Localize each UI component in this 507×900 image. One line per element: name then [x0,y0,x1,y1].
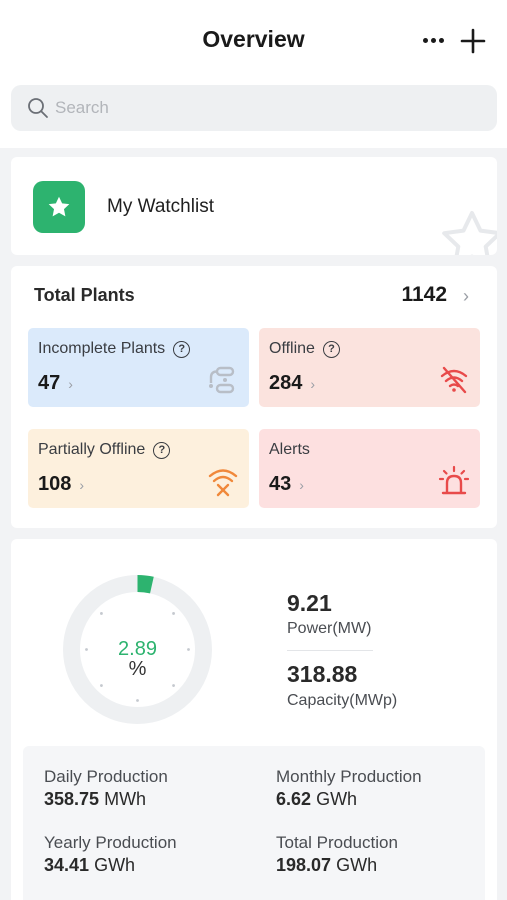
production-grid: Daily Production 358.75 MWh Monthly Prod… [23,746,485,900]
daily-production-label: Daily Production [44,767,168,786]
total-production-value: 198.07 GWh [276,855,378,875]
search-placeholder: Search [55,98,109,117]
watchlist-icon-box [33,181,85,233]
total-plants-count[interactable]: 1142 [401,283,447,306]
percent-unit: % [128,658,147,680]
incomplete-plant-icon [209,366,235,394]
more-dot-icon [422,37,428,43]
help-icon[interactable]: ? [173,340,191,358]
ring-ticks [85,612,190,702]
help-icon[interactable]: ? [322,340,340,358]
power-label: Power(MW) [287,620,372,637]
ring-progress-arc [137,575,154,594]
divider [287,650,373,651]
chevron-right-icon: › [310,376,316,392]
alerts-value: 43 [269,473,292,495]
total-plants-card: Total Plants 1142 › Incomplete Plants ? … [11,266,497,528]
incomplete-plants-label: Incomplete Plants [38,340,166,357]
production-summary-card: 2.89 % 9.21 Power(MW) 318.88 Capacity(MW… [11,539,497,900]
performance-ring [63,575,212,724]
help-icon[interactable]: ? [153,441,171,459]
more-options-button[interactable] [418,28,448,52]
total-plants-title: Total Plants [34,285,135,305]
wifi-off-icon [440,366,468,394]
ring-tick-dot [172,684,175,687]
chevron-right-icon: › [68,376,73,392]
more-dot-icon [430,37,436,43]
capacity-value: 318.88 [287,661,358,687]
offline-tile[interactable]: Offline ? 284 › [259,328,480,407]
incomplete-plants-tile[interactable]: Incomplete Plants ? 47 › [28,328,249,407]
ring-tick-dot [187,648,190,651]
alarm-light-icon [438,465,470,495]
watchlist-card[interactable]: My Watchlist [11,157,497,255]
more-dot-icon [438,37,444,43]
incomplete-plants-value: 47 [38,372,61,394]
alerts-label: Alerts [269,441,310,458]
offline-label: Offline [269,340,315,357]
partially-offline-tile[interactable]: Partially Offline ? 108 › [28,429,249,508]
yearly-production-label: Yearly Production [44,833,177,852]
percent-value: 2.89 [118,638,157,660]
watchlist-label: My Watchlist [107,196,214,217]
yearly-production-value: 34.41 GWh [44,855,136,875]
page-title: Overview [202,26,305,52]
search-input[interactable]: Search [11,85,497,131]
ring-tick-dot [85,648,88,651]
daily-production-value: 358.75 MWh [44,789,147,809]
chevron-right-icon: › [79,477,85,493]
monthly-production-value: 6.62 GWh [276,789,358,809]
top-bar: Overview Search [0,0,507,148]
total-production-label: Total Production [276,833,398,852]
star-outline-icon [442,211,497,255]
wifi-partial-icon [208,469,238,497]
add-icon[interactable] [458,26,488,56]
partially-offline-label: Partially Offline [38,441,146,458]
power-value: 9.21 [287,590,332,616]
alerts-tile[interactable]: Alerts 43 › [259,429,480,508]
ring-tick-dot [100,684,103,687]
partially-offline-value: 108 [38,473,72,495]
star-icon [48,196,70,217]
monthly-production-label: Monthly Production [276,767,422,786]
ring-tick-dot [172,612,175,615]
chevron-right-icon: › [299,477,304,493]
ring-tick-dot [100,612,103,615]
offline-value: 284 [269,372,303,394]
chevron-right-icon[interactable]: › [463,286,469,306]
search-icon [28,98,48,118]
ring-tick-dot [136,699,139,702]
capacity-label: Capacity(MWp) [287,692,398,709]
